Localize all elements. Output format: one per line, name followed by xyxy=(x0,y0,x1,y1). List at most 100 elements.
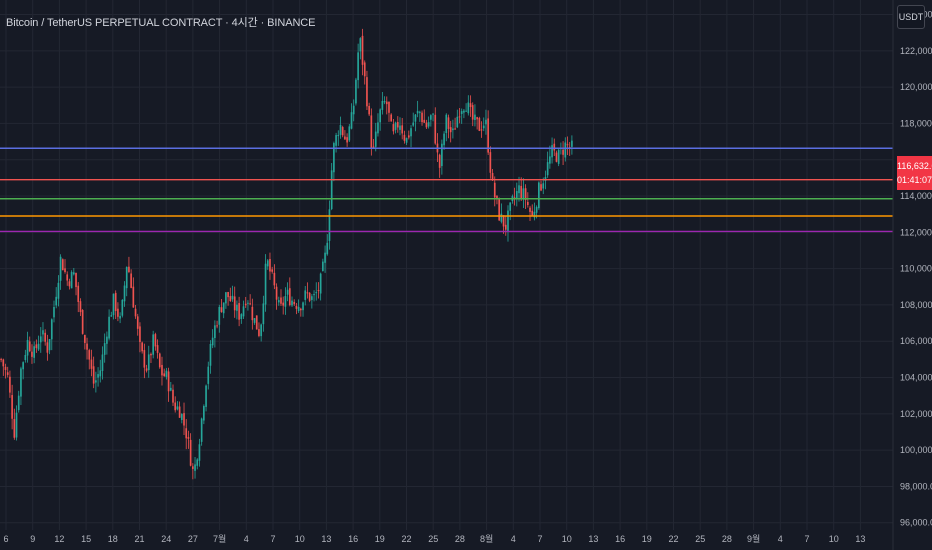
last-price-value: 116,632.6 xyxy=(897,161,932,171)
candle-body xyxy=(480,129,483,131)
candle-body xyxy=(4,366,7,370)
candle-body xyxy=(449,127,452,133)
candle-body xyxy=(374,131,377,147)
candle-body xyxy=(59,256,62,281)
x-tick-label: 13 xyxy=(321,534,331,544)
candle-body xyxy=(288,288,291,306)
candle-body xyxy=(445,114,448,134)
candle-body xyxy=(416,110,419,114)
candle-body xyxy=(61,259,64,271)
candle-body xyxy=(388,101,390,113)
candle-body xyxy=(183,413,185,426)
candle-body xyxy=(489,152,492,173)
candle-body xyxy=(476,117,478,120)
candle-body xyxy=(218,306,221,325)
candle-body xyxy=(167,371,170,392)
candle-body xyxy=(412,122,415,126)
candle-body xyxy=(53,306,55,318)
candle-body xyxy=(185,428,188,439)
candle-body xyxy=(57,282,60,299)
candle-body xyxy=(418,111,421,113)
candle-body xyxy=(174,402,177,411)
candle-body xyxy=(114,292,117,311)
candle-body xyxy=(141,342,143,352)
x-tick-label: 7월 xyxy=(213,533,226,544)
candle-body xyxy=(308,292,311,301)
candle-body xyxy=(180,414,183,420)
candle-body xyxy=(242,306,245,317)
candle-body xyxy=(39,336,42,343)
candle-body xyxy=(11,395,13,419)
candle-body xyxy=(485,119,487,125)
candle-body xyxy=(326,242,329,255)
candle-body xyxy=(198,444,201,461)
candle-body xyxy=(266,260,269,267)
candle-body xyxy=(101,354,104,371)
candle-body xyxy=(467,102,470,114)
x-tick-label: 4 xyxy=(778,534,783,544)
candle-body xyxy=(90,359,93,369)
candle-body xyxy=(381,100,384,110)
candle-body xyxy=(304,290,307,300)
candle-body xyxy=(211,337,214,346)
candle-body xyxy=(187,436,190,439)
x-tick-label: 9 xyxy=(30,534,35,544)
x-tick-label: 7 xyxy=(270,534,275,544)
candle-body xyxy=(125,266,128,289)
candle-body xyxy=(70,272,73,289)
candle-body xyxy=(110,315,113,317)
x-tick-label: 24 xyxy=(161,534,171,544)
candle-body xyxy=(333,143,335,173)
y-tick-label: 112,000.0 xyxy=(900,227,932,237)
candle-body xyxy=(355,79,357,104)
candle-body xyxy=(92,366,95,384)
y-tick-label: 118,000.0 xyxy=(900,118,932,128)
candle-body xyxy=(498,198,501,221)
candle-body xyxy=(163,373,166,377)
candle-body xyxy=(430,115,432,120)
candle-body xyxy=(15,412,18,438)
candle-body xyxy=(0,359,2,361)
candle-body xyxy=(293,301,296,305)
candle-body xyxy=(44,332,47,342)
candle-body xyxy=(88,350,91,360)
candle-body xyxy=(150,353,152,356)
candle-body xyxy=(236,304,238,311)
candle-body xyxy=(275,286,278,300)
candle-body xyxy=(20,368,22,397)
candle-body xyxy=(401,125,404,134)
currency-button[interactable]: USDT xyxy=(897,5,925,29)
candle-body xyxy=(434,114,437,144)
candle-body xyxy=(423,119,426,123)
candle-body xyxy=(372,146,375,148)
candle-body xyxy=(77,285,80,302)
x-tick-label: 27 xyxy=(188,534,198,544)
candle-body xyxy=(112,293,115,316)
candle-body xyxy=(447,117,450,129)
candle-body xyxy=(189,439,192,466)
candle-body xyxy=(97,374,99,378)
candle-body xyxy=(405,137,408,143)
x-tick-label: 25 xyxy=(428,534,438,544)
x-tick-label: 25 xyxy=(695,534,705,544)
candle-body xyxy=(233,296,236,311)
candle-body xyxy=(522,188,525,200)
candle-body xyxy=(17,395,20,411)
candle-body xyxy=(357,52,359,81)
candle-body xyxy=(178,406,181,418)
candle-body xyxy=(502,215,505,227)
candle-body xyxy=(64,268,66,272)
candle-body xyxy=(482,125,485,129)
candle-body xyxy=(368,105,370,115)
candle-body xyxy=(403,134,406,141)
candle-body xyxy=(79,301,82,313)
candle-body xyxy=(396,122,399,128)
candle-body xyxy=(134,308,137,317)
x-tick-label: 16 xyxy=(615,534,625,544)
candle-body xyxy=(95,380,97,383)
candle-body xyxy=(493,182,496,198)
x-tick-label: 12 xyxy=(54,534,64,544)
candle-body xyxy=(194,464,196,471)
